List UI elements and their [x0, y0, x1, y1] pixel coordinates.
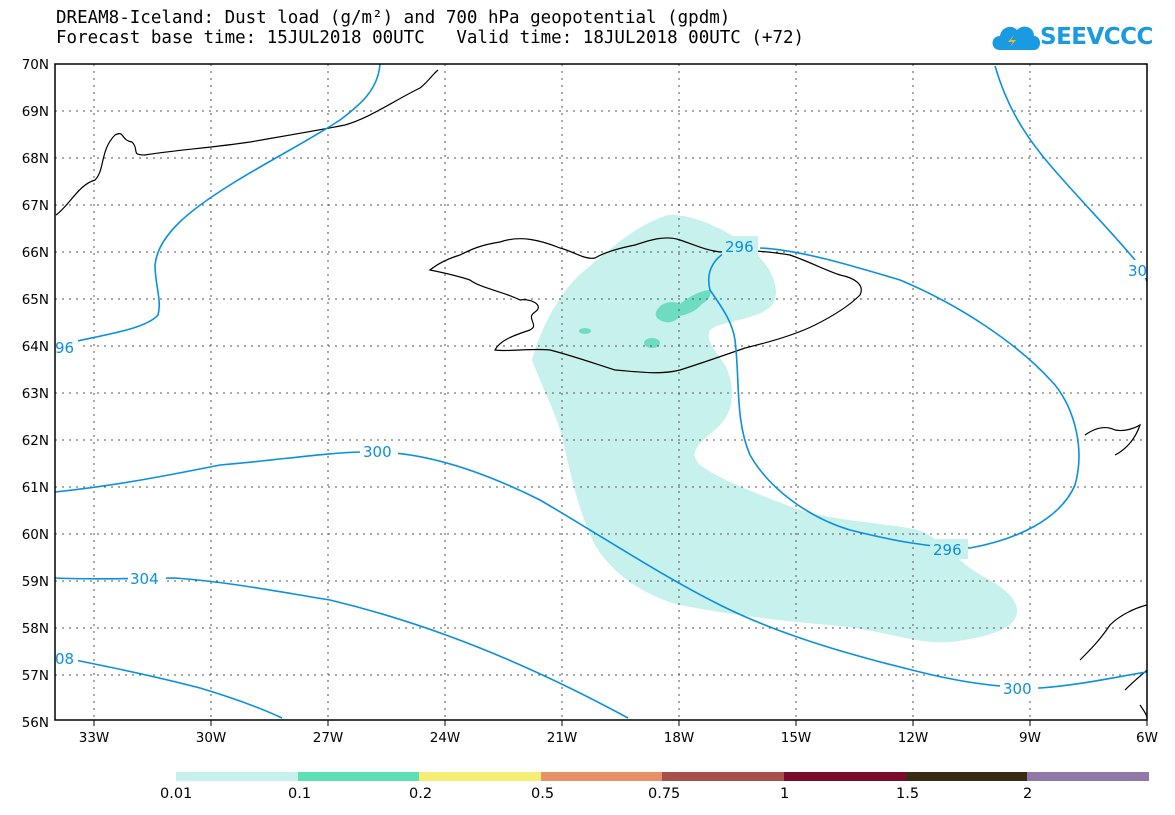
colorbar	[176, 772, 1149, 781]
seevccc-logo: SEEVCCC	[1040, 24, 1153, 50]
colorbar-swatch	[419, 772, 541, 781]
lat-tick-label: 64N	[22, 339, 49, 355]
lon-tick-label: 21W	[547, 730, 578, 746]
contour-296-west	[59, 63, 381, 346]
colorbar-swatch	[541, 772, 662, 781]
colorbar-label: 2	[1023, 786, 1033, 802]
lat-tick-label: 56N	[22, 715, 49, 731]
colorbar-label: 1	[780, 786, 790, 802]
colorbar-label: 1.5	[896, 786, 920, 802]
contour-labels: 296 96 300 304 296 300 08 30	[54, 236, 1148, 698]
contour-label: 30	[1128, 262, 1147, 280]
lat-tick-label: 60N	[22, 527, 49, 543]
colorbar-swatch	[784, 772, 906, 781]
dust-patch-medium-3	[579, 328, 591, 334]
forecast-time-line: Forecast base time: 15JUL2018 00UTC Vali…	[56, 28, 805, 48]
lon-tick-label: 30W	[196, 730, 227, 746]
lon-tick-label: 12W	[898, 730, 929, 746]
chart-title: DREAM8-Iceland: Dust load (g/m²) and 700…	[56, 8, 731, 28]
scotland-coast	[1079, 604, 1148, 719]
contour-label: 300	[363, 443, 392, 461]
lat-tick-label: 62N	[22, 433, 49, 449]
lon-tick-label: 15W	[781, 730, 812, 746]
colorbar-swatch	[176, 772, 298, 781]
lat-tick-label: 66N	[22, 245, 49, 261]
dust-patch-medium-2	[644, 338, 660, 348]
lat-tick-label: 59N	[22, 574, 49, 590]
lat-tick-label: 67N	[22, 198, 49, 214]
map-frame	[54, 63, 1148, 721]
colorbar-label: 0.01	[160, 786, 193, 802]
lat-tick-label: 65N	[22, 292, 49, 308]
contour-label: 304	[130, 570, 159, 588]
lon-labels: 33W 30W 27W 24W 21W 18W 15W 12W 9W 6W	[79, 730, 1158, 746]
contour-label: 08	[55, 650, 74, 668]
colorbar-label: 0.1	[288, 786, 312, 802]
dust-patch-medium	[655, 290, 711, 323]
lat-tick-label: 63N	[22, 386, 49, 402]
colorbar-swatch	[662, 772, 784, 781]
lat-tick-label: 69N	[22, 104, 49, 120]
faroe-coast	[1084, 423, 1142, 456]
colorbar-swatch	[906, 772, 1027, 781]
lon-tick-label: 9W	[1019, 730, 1041, 746]
lat-tick-label: 61N	[22, 480, 49, 496]
contour-label: 96	[55, 339, 74, 357]
lat-tick-label: 57N	[22, 668, 49, 684]
lon-tick-label: 6W	[1136, 730, 1158, 746]
contour-304	[54, 577, 629, 719]
contour-label: 300	[1003, 680, 1032, 698]
greenland-coast	[55, 69, 439, 216]
lat-tick-label: 68N	[22, 151, 49, 167]
lon-tick-label: 33W	[79, 730, 110, 746]
lon-tick-label: 18W	[664, 730, 695, 746]
graticule	[55, 64, 1147, 720]
lat-labels: 70N 69N 68N 67N 66N 65N 64N 63N 62N 61N …	[22, 57, 49, 731]
contour-308	[54, 655, 283, 719]
contour-300-ne	[994, 65, 1148, 283]
colorbar-label: 0.5	[531, 786, 555, 802]
lon-tick-label: 27W	[313, 730, 344, 746]
colorbar-label: 0.2	[409, 786, 433, 802]
contour-label: 296	[725, 238, 754, 256]
colorbar-swatch	[1027, 772, 1149, 781]
dust-plume-light	[532, 214, 1018, 643]
colorbar-swatch	[298, 772, 419, 781]
contour-label: 296	[933, 541, 962, 559]
tick-marks	[93, 720, 1148, 726]
lat-tick-label: 58N	[22, 621, 49, 637]
iceland-coast	[428, 237, 862, 374]
cloud-icon	[992, 26, 1040, 50]
lon-tick-label: 24W	[430, 730, 461, 746]
colorbar-label: 0.75	[648, 786, 681, 802]
lat-tick-label: 70N	[22, 57, 49, 73]
